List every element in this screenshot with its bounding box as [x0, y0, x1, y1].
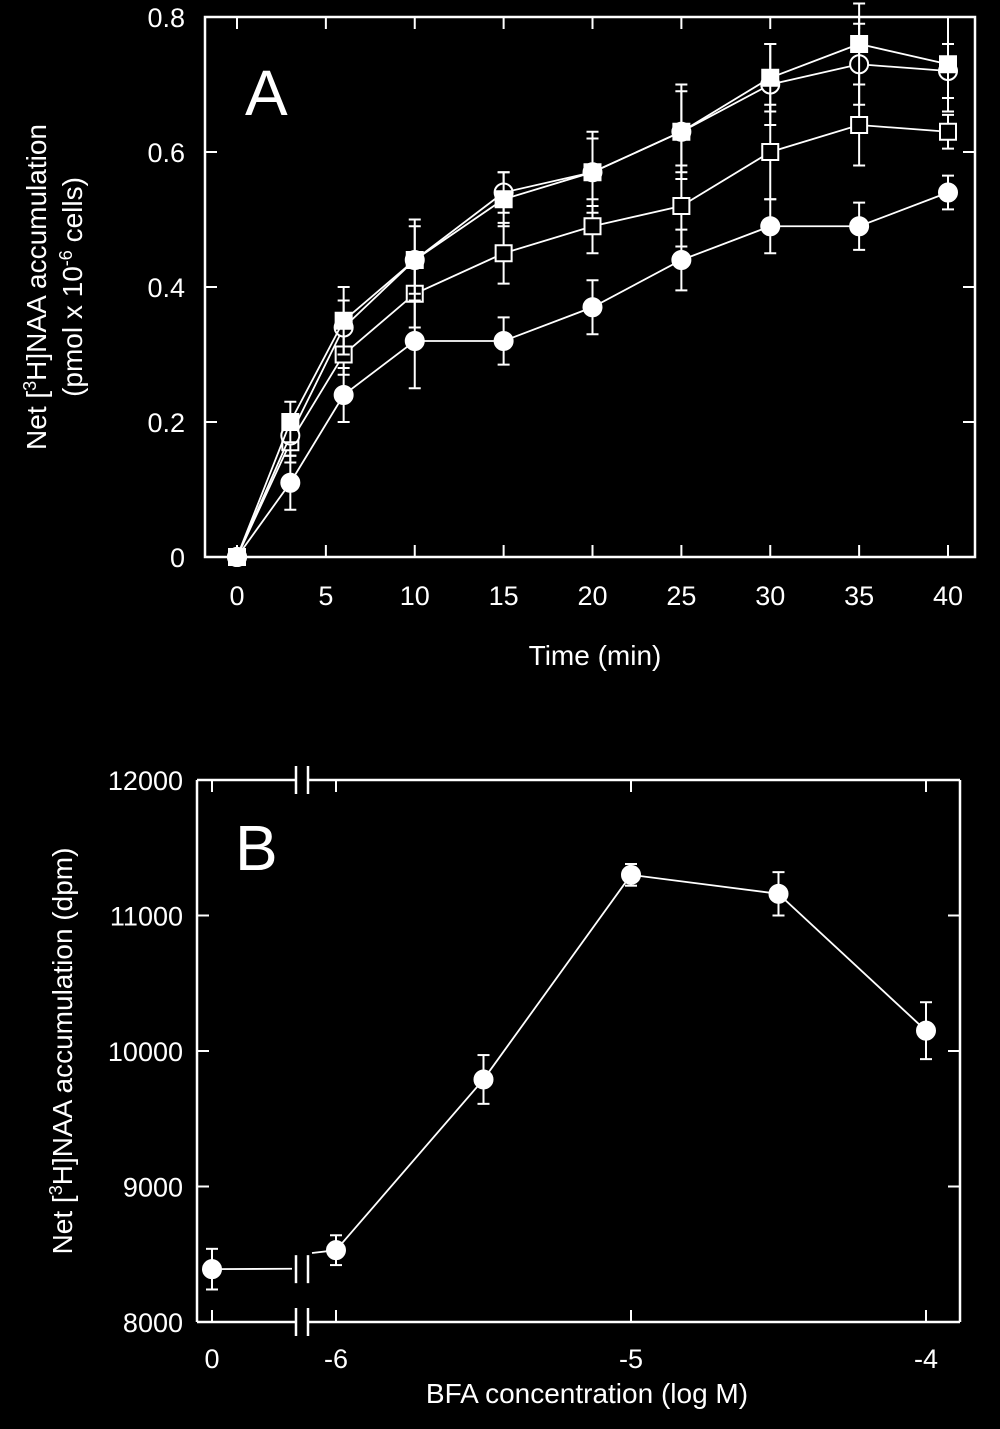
panel-a-point-filled-square	[405, 251, 424, 269]
panel-a-point-filled-circle	[280, 472, 301, 493]
panel-a-ylabel-2-post: cells)	[57, 177, 88, 250]
panel-a-point-open-square	[850, 116, 869, 134]
panel-b-ylabel-post: H]NAA accumulation (dpm)	[47, 848, 78, 1186]
panel-b-ylabel-pre: Net [	[47, 1195, 78, 1254]
panel-a-series	[227, 2, 958, 567]
panel-a-x-tick-label: 10	[400, 581, 430, 611]
panel-a-ylabel-2-pre: (pmol x 10	[57, 266, 88, 397]
panel-a-point-open-square	[761, 143, 780, 161]
panel-a-y-tick-label: 0	[170, 543, 185, 573]
panel-a-point-open-square	[583, 217, 602, 236]
panel-a-point-filled-circle	[760, 216, 781, 237]
panel-a-series-line-open-circle	[236, 63, 949, 558]
panel-a-x-axis-title: Time (min)	[529, 640, 662, 671]
panel-b-y-tick-label: 10000	[108, 1037, 183, 1067]
panel-a-point-filled-circle	[333, 385, 354, 405]
panel-a: A 0 5 10 15 20 25 30 35 40 0 0.2 0.4 0.6 0.8 Time (mi…	[20, 2, 977, 671]
panel-a-x-tick-label: 25	[666, 581, 696, 611]
panel-a-x-tick-label: 0	[229, 581, 244, 611]
panel-b: B 0 -6 -5 -4 8000 9000 10000 11000 12000 BFA con…	[46, 766, 962, 1409]
panel-b-x-tick-label: -6	[324, 1344, 348, 1374]
panel-b-y-tick-label: 12000	[108, 766, 183, 796]
panel-b-y-tick-label: 8000	[123, 1308, 183, 1338]
panel-a-point-filled-circle	[404, 331, 425, 351]
panel-a-point-open-square	[672, 197, 691, 215]
panel-b-x-tick-label: 0	[204, 1344, 219, 1374]
panel-a-point-filled-circle	[582, 297, 603, 318]
panel-a-y-axis-title-line2: (pmol x 10-6 cells)	[56, 177, 88, 397]
panel-b-series	[202, 863, 936, 1291]
panel-b-point	[916, 1020, 936, 1041]
panel-a-y-tick-label: 0.6	[147, 138, 185, 168]
panel-a-y-tick-label: 0.4	[147, 273, 185, 303]
panel-a-point-filled-square	[583, 163, 602, 182]
panel-a-ticks: 0 5 10 15 20 25 30 35 40 0 0.2 0.4 0.6 0.8	[147, 3, 975, 611]
panel-a-point-filled-square	[494, 190, 513, 209]
panel-a-ylabel-1-pre: Net [	[21, 391, 52, 450]
panel-b-point	[326, 1240, 346, 1261]
panel-a-point-filled-circle	[493, 331, 514, 351]
panel-a-point-filled-square	[334, 311, 353, 330]
panel-a-ylabel-2-sup: -6	[56, 250, 76, 266]
panel-a-x-tick-label: 20	[577, 581, 607, 611]
panel-a-point-filled-square	[281, 413, 300, 431]
panel-a-point-filled-circle	[849, 216, 870, 237]
panel-a-y-axis-title-line1: Net [3H]NAA accumulation	[20, 124, 52, 450]
panel-a-ylabel-1-sup: 3	[20, 381, 40, 391]
panel-a-point-filled-square	[939, 55, 957, 74]
panel-a-point-open-square	[939, 122, 957, 141]
panel-a-series-line-open-square	[236, 124, 949, 558]
panel-a-point-filled-square	[228, 548, 246, 566]
panel-b-series-line	[335, 873, 927, 1251]
panel-a-label: A	[245, 57, 288, 129]
panel-b-label: B	[235, 812, 278, 884]
panel-a-point-filled-square	[850, 35, 869, 53]
panel-a-point-filled-square	[672, 122, 691, 141]
panel-a-y-tick-label: 0.2	[147, 408, 185, 438]
panel-b-y-tick-label: 11000	[110, 902, 183, 932]
panel-a-x-tick-label: 40	[933, 581, 963, 611]
panel-a-ylabel-1-post: H]NAA accumulation	[21, 124, 52, 381]
panel-a-x-tick-label: 30	[755, 581, 785, 611]
panel-b-point	[768, 883, 789, 904]
panel-a-y-tick-label: 0.8	[147, 3, 185, 33]
panel-a-point-filled-circle	[671, 250, 692, 270]
panel-b-ticks: 0 -6 -5 -4 8000 9000 10000 11000 12000	[108, 766, 960, 1374]
panel-b-point	[473, 1069, 494, 1090]
panel-a-x-tick-label: 15	[489, 581, 519, 611]
panel-a-point-filled-square	[761, 68, 780, 87]
panel-b-x-axis-title: BFA concentration (log M)	[426, 1378, 748, 1409]
panel-b-x-tick-label: -4	[914, 1344, 938, 1374]
panel-b-y-tick-label: 9000	[123, 1173, 183, 1203]
panel-a-x-tick-label: 35	[844, 581, 874, 611]
panel-a-point-open-square	[494, 244, 513, 263]
panel-a-x-tick-label: 5	[318, 581, 333, 611]
panel-a-series-line-filled-square	[236, 43, 949, 558]
panel-b-ylabel-sup: 3	[46, 1185, 66, 1195]
panel-b-point	[202, 1259, 222, 1280]
panel-b-x-tick-label: -5	[619, 1344, 643, 1374]
panel-a-point-filled-circle	[938, 182, 958, 203]
panel-a-series-line-filled-circle	[236, 191, 949, 558]
panel-b-y-axis-title: Net [3H]NAA accumulation (dpm)	[46, 848, 78, 1255]
panel-b-point	[621, 864, 641, 885]
